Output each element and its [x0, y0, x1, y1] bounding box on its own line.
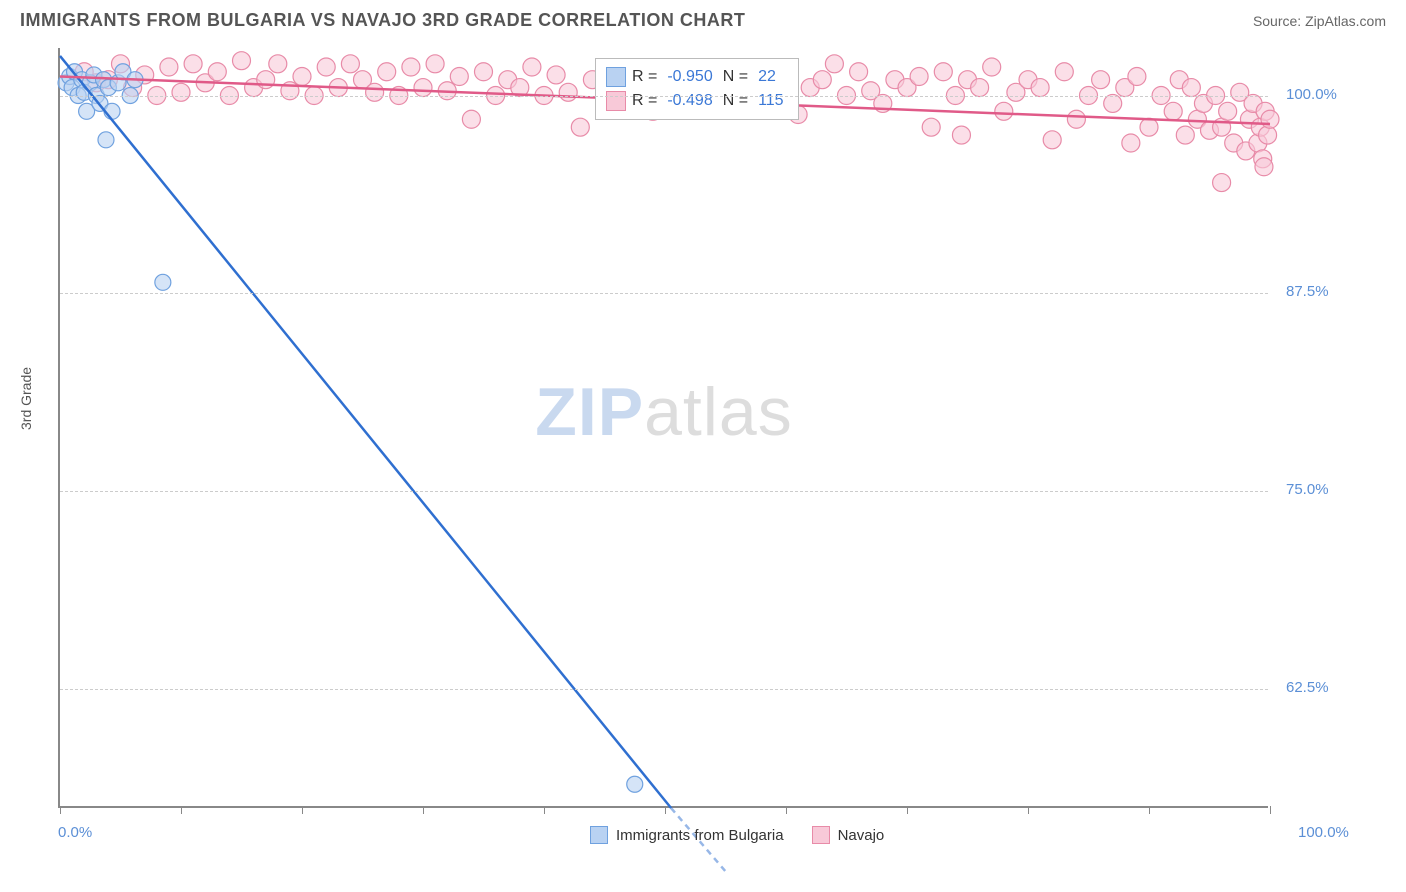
gridline [60, 491, 1268, 492]
source-name: ZipAtlas.com [1305, 13, 1386, 29]
y-tick-label: 100.0% [1286, 86, 1337, 103]
n-value-bulgaria: 22 [754, 68, 780, 86]
source-attribution: Source: ZipAtlas.com [1253, 13, 1386, 29]
r-label: R = [632, 68, 657, 86]
y-tick-label: 62.5% [1286, 679, 1329, 696]
x-tick [181, 806, 182, 814]
x-tick [544, 806, 545, 814]
x-tick [423, 806, 424, 814]
y-tick-label: 87.5% [1286, 283, 1329, 300]
x-axis-max-label: 100.0% [1298, 824, 1349, 841]
y-axis-label: 3rd Grade [18, 367, 34, 430]
x-tick [302, 806, 303, 814]
x-tick [1149, 806, 1150, 814]
legend-item-bulgaria: Immigrants from Bulgaria [590, 826, 784, 844]
x-tick [1270, 806, 1271, 814]
series-name-navajo: Navajo [838, 827, 885, 844]
n-label: N = [723, 68, 748, 86]
r-value-bulgaria: -0.950 [663, 68, 716, 86]
gridline [60, 293, 1268, 294]
legend-row-navajo: R = -0.498 N = 115 [606, 89, 788, 113]
scatter-plot-svg [60, 48, 1268, 806]
chart-title: IMMIGRANTS FROM BULGARIA VS NAVAJO 3RD G… [20, 10, 745, 31]
series-name-bulgaria: Immigrants from Bulgaria [616, 827, 784, 844]
legend-row-bulgaria: R = -0.950 N = 22 [606, 65, 788, 89]
source-prefix: Source: [1253, 13, 1305, 29]
chart-header: IMMIGRANTS FROM BULGARIA VS NAVAJO 3RD G… [0, 0, 1406, 39]
correlation-legend: R = -0.950 N = 22 R = -0.498 N = 115 [595, 58, 799, 120]
series-legend: Immigrants from Bulgaria Navajo [590, 826, 884, 844]
x-tick [665, 806, 666, 814]
chart-plot-area: ZIPatlas R = -0.950 N = 22 R = -0.498 N … [58, 48, 1268, 808]
legend-item-navajo: Navajo [812, 826, 885, 844]
y-tick-label: 75.0% [1286, 481, 1329, 498]
x-tick [1028, 806, 1029, 814]
legend-bottom-swatch-navajo [812, 826, 830, 844]
legend-bottom-swatch-bulgaria [590, 826, 608, 844]
legend-swatch-bulgaria [606, 67, 626, 87]
x-tick [907, 806, 908, 814]
legend-swatch-navajo [606, 91, 626, 111]
gridline [60, 689, 1268, 690]
x-tick [60, 806, 61, 814]
x-tick [786, 806, 787, 814]
x-axis-min-label: 0.0% [58, 824, 92, 841]
gridline [60, 96, 1268, 97]
